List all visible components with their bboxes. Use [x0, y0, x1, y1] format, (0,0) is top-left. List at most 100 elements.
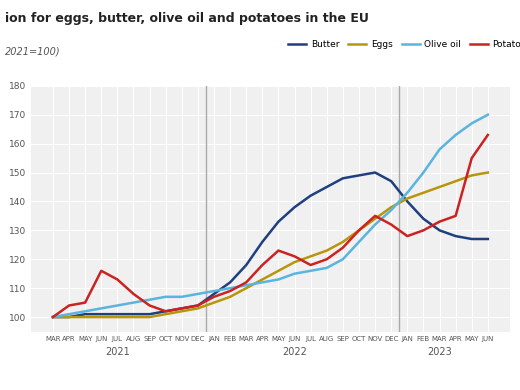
Olive oil: [372, 222, 378, 227]
Butter: [163, 309, 169, 314]
Text: 2021=100): 2021=100): [5, 47, 61, 57]
Olive oil: [211, 289, 217, 293]
Eggs: [259, 277, 266, 282]
Eggs: [50, 315, 56, 319]
Eggs: [452, 179, 459, 184]
Potatoes: [485, 133, 491, 137]
Butter: [404, 199, 410, 204]
Olive oil: [436, 147, 443, 152]
Text: 2021: 2021: [105, 347, 130, 356]
Potatoes: [163, 309, 169, 314]
Potatoes: [340, 245, 346, 250]
Butter: [436, 228, 443, 233]
Eggs: [404, 196, 410, 201]
Potatoes: [404, 234, 410, 238]
Eggs: [147, 315, 153, 319]
Potatoes: [211, 294, 217, 299]
Legend: Butter, Eggs, Olive oil, Potatoes: Butter, Eggs, Olive oil, Potatoes: [284, 36, 520, 53]
Olive oil: [452, 133, 459, 137]
Text: 2023: 2023: [427, 347, 452, 356]
Eggs: [179, 309, 185, 314]
Potatoes: [131, 292, 137, 296]
Potatoes: [243, 280, 250, 285]
Eggs: [131, 315, 137, 319]
Butter: [420, 216, 426, 221]
Potatoes: [50, 315, 56, 319]
Olive oil: [114, 303, 121, 308]
Butter: [179, 306, 185, 311]
Eggs: [436, 184, 443, 189]
Potatoes: [420, 228, 426, 233]
Butter: [275, 219, 281, 224]
Eggs: [469, 173, 475, 178]
Butter: [82, 312, 88, 317]
Eggs: [420, 190, 426, 195]
Olive oil: [356, 239, 362, 244]
Potatoes: [372, 214, 378, 218]
Potatoes: [323, 257, 330, 262]
Potatoes: [82, 300, 88, 305]
Butter: [307, 193, 314, 198]
Text: ion for eggs, butter, olive oil and potatoes in the EU: ion for eggs, butter, olive oil and pota…: [5, 12, 369, 25]
Butter: [227, 280, 233, 285]
Olive oil: [98, 306, 105, 311]
Eggs: [372, 216, 378, 221]
Eggs: [114, 315, 121, 319]
Butter: [291, 205, 297, 209]
Butter: [195, 303, 201, 308]
Olive oil: [82, 309, 88, 314]
Eggs: [356, 228, 362, 233]
Olive oil: [243, 283, 250, 287]
Olive oil: [420, 170, 426, 175]
Olive oil: [195, 292, 201, 296]
Olive oil: [469, 121, 475, 126]
Text: 2022: 2022: [282, 347, 307, 356]
Olive oil: [66, 312, 72, 317]
Butter: [147, 312, 153, 317]
Potatoes: [307, 263, 314, 268]
Olive oil: [131, 300, 137, 305]
Potatoes: [291, 254, 297, 259]
Olive oil: [147, 297, 153, 302]
Line: Eggs: Eggs: [53, 172, 488, 317]
Butter: [388, 179, 394, 184]
Potatoes: [356, 228, 362, 233]
Eggs: [227, 294, 233, 299]
Potatoes: [388, 222, 394, 227]
Olive oil: [388, 208, 394, 213]
Butter: [131, 312, 137, 317]
Olive oil: [291, 271, 297, 276]
Butter: [340, 176, 346, 181]
Potatoes: [259, 263, 266, 268]
Potatoes: [147, 303, 153, 308]
Potatoes: [452, 214, 459, 218]
Olive oil: [163, 294, 169, 299]
Olive oil: [275, 277, 281, 282]
Eggs: [388, 205, 394, 209]
Eggs: [82, 315, 88, 319]
Olive oil: [340, 257, 346, 262]
Olive oil: [50, 315, 56, 319]
Eggs: [66, 315, 72, 319]
Eggs: [211, 300, 217, 305]
Potatoes: [114, 277, 121, 282]
Eggs: [291, 260, 297, 264]
Olive oil: [259, 280, 266, 285]
Eggs: [485, 170, 491, 175]
Eggs: [243, 286, 250, 291]
Potatoes: [179, 306, 185, 311]
Line: Olive oil: Olive oil: [53, 115, 488, 317]
Potatoes: [436, 219, 443, 224]
Olive oil: [179, 294, 185, 299]
Butter: [469, 237, 475, 241]
Butter: [211, 292, 217, 296]
Eggs: [340, 239, 346, 244]
Butter: [114, 312, 121, 317]
Olive oil: [404, 190, 410, 195]
Butter: [323, 184, 330, 189]
Eggs: [307, 254, 314, 259]
Line: Butter: Butter: [53, 172, 488, 317]
Butter: [485, 237, 491, 241]
Olive oil: [323, 266, 330, 270]
Potatoes: [98, 268, 105, 273]
